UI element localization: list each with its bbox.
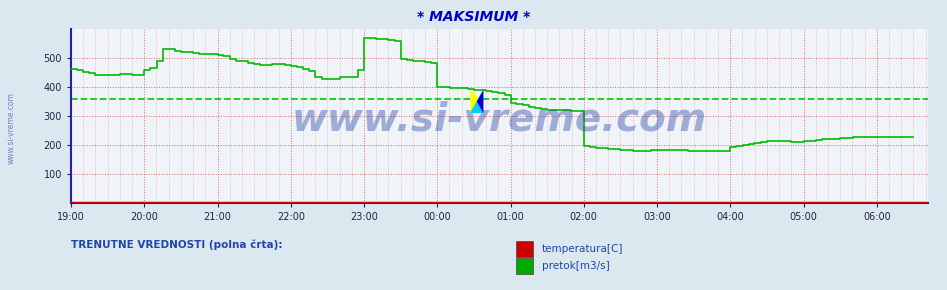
Text: www.si-vreme.com: www.si-vreme.com (292, 100, 707, 139)
Text: * MAKSIMUM *: * MAKSIMUM * (417, 10, 530, 24)
Text: www.si-vreme.com: www.si-vreme.com (7, 92, 16, 164)
Polygon shape (471, 90, 483, 113)
Text: temperatura[C]: temperatura[C] (542, 244, 623, 254)
Text: TRENUTNE VREDNOSTI (polna črta):: TRENUTNE VREDNOSTI (polna črta): (71, 239, 282, 250)
Polygon shape (477, 90, 483, 113)
Text: pretok[m3/s]: pretok[m3/s] (542, 261, 610, 271)
Polygon shape (471, 90, 483, 113)
